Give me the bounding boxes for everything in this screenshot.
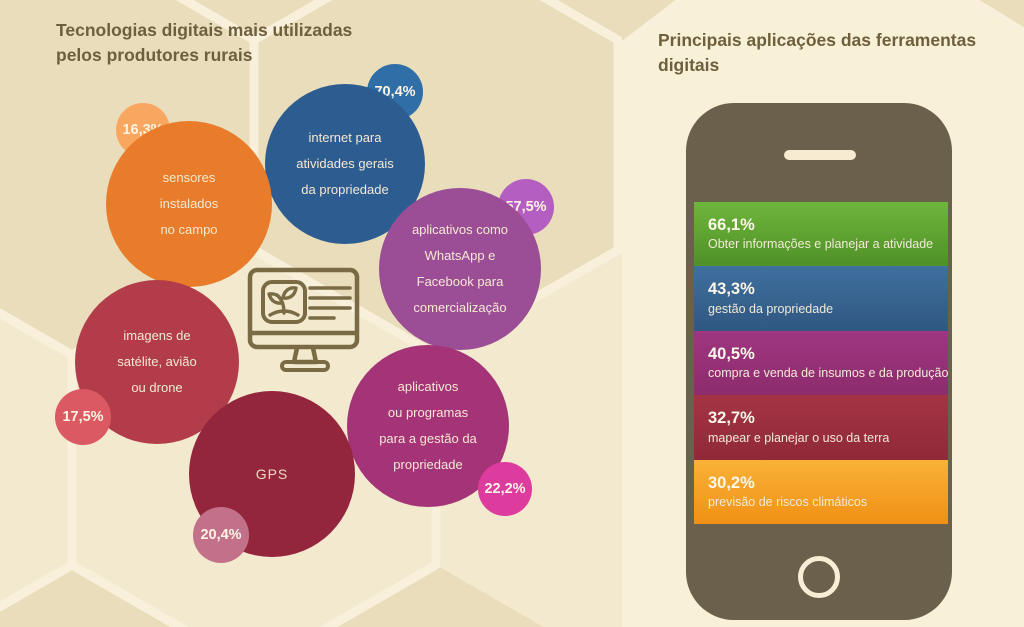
right-panel-title: Principais aplicações das ferramentas di… xyxy=(658,30,977,76)
bubble-gps-label: GPS xyxy=(255,466,289,482)
smartphone: 66,1% Obter informações e planejar a ati… xyxy=(686,103,952,620)
bubble-sensores: sensores instalados no campo xyxy=(106,121,272,287)
bubble-whatsapp-label: aplicativos como WhatsApp e Facebook par… xyxy=(411,222,509,315)
bubble-internet: internet para atividades gerais da propr… xyxy=(265,84,425,244)
bubble-sensores-label: sensores instalados no campo xyxy=(159,170,219,237)
bubble-internet-label: internet para atividades gerais da propr… xyxy=(296,130,394,197)
badge-programas-value: 22,2% xyxy=(478,462,532,516)
bubble-imagens-label: imagens de satélite, avião ou drone xyxy=(117,328,197,395)
bubble-programas: aplicativos ou programas para a gestão d… xyxy=(347,345,509,507)
bar-label: compra e venda de insumos e da produção xyxy=(708,366,949,381)
badge-imagens-value: 17,5% xyxy=(55,389,111,445)
phone-speaker xyxy=(784,150,856,160)
bar-value: 30,2% xyxy=(708,473,755,492)
bar-label: previsão de riscos climáticos xyxy=(708,495,868,510)
bar-mapear-planejar: 32,7% mapear e planejar o uso da terra xyxy=(694,395,948,460)
bar-value: 66,1% xyxy=(708,216,755,235)
bar-label: Obter informações e planejar a atividade xyxy=(708,237,934,252)
bar-value: 40,5% xyxy=(708,344,755,363)
bar-compra-venda: 40,5% compra e venda de insumos e da pro… xyxy=(694,330,949,396)
bar-previsao-riscos: 30,2% previsão de riscos climáticos xyxy=(694,459,948,524)
left-panel-title: Tecnologias digitais mais utilizadas pel… xyxy=(56,20,353,66)
home-button-icon xyxy=(798,556,840,598)
bubble-whatsapp: aplicativos como WhatsApp e Facebook par… xyxy=(379,188,541,350)
bar-label: gestão da propriedade xyxy=(708,301,834,316)
bubble-programas-label: aplicativos ou programas para a gestão d… xyxy=(379,379,477,472)
bar-value: 32,7% xyxy=(708,409,755,428)
badge-gps-value: 20,4% xyxy=(193,507,249,563)
phone-screen: 66,1% Obter informações e planejar a ati… xyxy=(694,202,948,524)
bar-obter-informacoes: 66,1% Obter informações e planejar a ati… xyxy=(694,202,948,267)
bar-label: mapear e planejar o uso da terra xyxy=(708,430,890,445)
bar-gestao-propriedade: 43,3% gestão da propriedade xyxy=(694,266,948,331)
bar-value: 43,3% xyxy=(708,280,755,299)
monitor-with-plant-icon xyxy=(246,266,362,372)
